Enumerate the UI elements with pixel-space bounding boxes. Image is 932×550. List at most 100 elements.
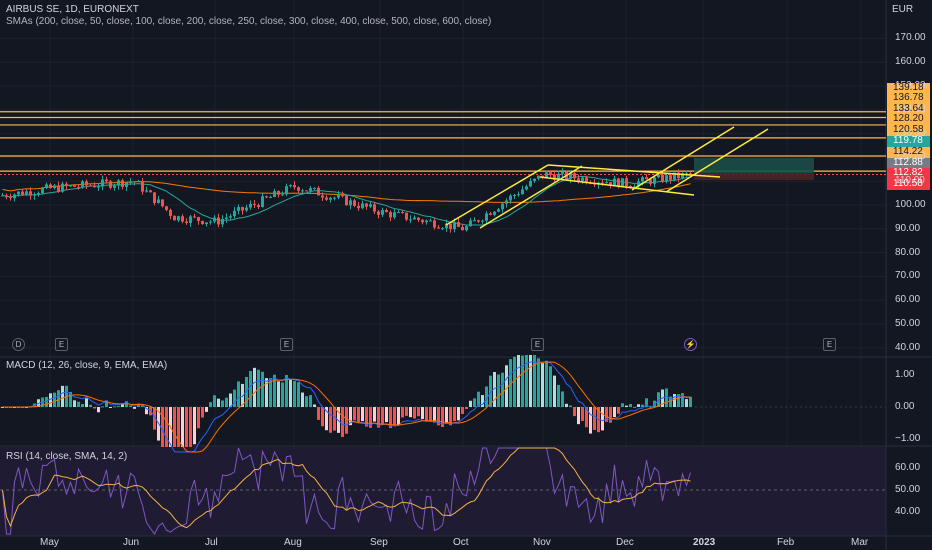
candle-body — [165, 206, 168, 210]
candle-body — [285, 186, 288, 195]
price-tag: 133.64 — [893, 103, 924, 114]
macd-bar — [85, 398, 88, 407]
earnings-badge-1[interactable]: E — [55, 338, 68, 351]
macd-bar — [289, 379, 292, 407]
macd-bar — [133, 407, 136, 409]
candle-body — [449, 223, 452, 230]
channel-line-lower-2 — [479, 165, 583, 229]
macd-bar — [353, 407, 356, 421]
macd-bar — [317, 407, 320, 420]
candle-body — [525, 186, 528, 190]
candle-body — [421, 219, 424, 223]
earnings-badge-2[interactable]: E — [280, 338, 293, 351]
flash-event-icon[interactable]: ⚡ — [684, 338, 697, 351]
position-stop-zone[interactable] — [694, 173, 814, 180]
candle-body — [157, 199, 160, 204]
macd-bar — [513, 356, 516, 407]
position-target-zone[interactable] — [694, 158, 814, 173]
price-tag-bg — [887, 125, 930, 136]
symbol-title[interactable]: AIRBUS SE, 1D, EURONEXT — [6, 4, 139, 15]
macd-bar — [509, 359, 512, 407]
candle-body — [549, 172, 552, 175]
candle-body — [433, 220, 436, 228]
candle-body — [465, 226, 468, 231]
macd-label[interactable]: MACD (12, 26, close, 9, EMA, EMA) — [6, 360, 168, 371]
price-tag-bg — [887, 114, 930, 125]
macd-bar — [73, 400, 76, 407]
macd-bar — [97, 407, 100, 413]
macd-bar — [213, 395, 216, 407]
candlestick-series — [1, 168, 692, 233]
candle-body — [333, 197, 336, 199]
candle-body — [153, 192, 156, 204]
macd-bar — [473, 398, 476, 407]
time-tick-label: Oct — [453, 537, 469, 548]
trend-channel-drawings[interactable] — [445, 126, 769, 229]
macd-bar — [237, 381, 240, 407]
candle-body — [537, 175, 540, 179]
candle-body — [417, 217, 420, 220]
macd-bar — [153, 407, 156, 430]
macd-bar — [469, 400, 472, 407]
macd-bar — [81, 403, 84, 407]
time-tick-label: Jun — [123, 537, 140, 548]
time-tick-label: 2023 — [693, 537, 716, 548]
price-tag-bg — [887, 83, 930, 94]
candle-body — [469, 220, 472, 227]
macd-bar — [253, 367, 256, 407]
price-tag: 110.58 — [893, 178, 923, 189]
macd-bar — [677, 394, 680, 407]
candle-body — [569, 173, 572, 180]
macd-bar — [669, 396, 672, 407]
candle-body — [613, 178, 616, 186]
sma-indicator-label[interactable]: SMAs (200, close, 50, close, 100, close,… — [6, 16, 492, 27]
macd-bar — [629, 403, 632, 407]
macd-bar — [221, 400, 224, 407]
time-tick-label: Mar — [851, 537, 869, 548]
candle-body — [409, 219, 412, 221]
candle-body — [453, 222, 456, 230]
candle-body — [149, 190, 152, 193]
candle-body — [213, 217, 216, 222]
macd-bar — [485, 386, 488, 407]
candle-body — [405, 212, 408, 220]
candle-body — [277, 191, 280, 195]
macd-bar — [385, 407, 388, 423]
candle-body — [293, 185, 296, 188]
time-tick-label: Aug — [284, 537, 302, 548]
macd-bar — [561, 391, 564, 407]
macd-tick-label: −1.00 — [895, 433, 921, 444]
earnings-badge-4[interactable]: E — [823, 338, 836, 351]
time-tick-label: Dec — [616, 537, 634, 548]
candle-body — [217, 217, 220, 225]
candle-body — [241, 207, 244, 211]
candle-body — [77, 186, 80, 188]
price-tick-label: 50.00 — [895, 318, 921, 329]
candle-body — [493, 211, 496, 215]
candle-body — [505, 200, 508, 204]
macd-bar — [341, 407, 344, 437]
candle-body — [21, 191, 24, 196]
macd-bar — [241, 383, 244, 407]
macd-bar — [645, 398, 648, 407]
earnings-badge-3[interactable]: E — [531, 338, 544, 351]
macd-bar — [417, 407, 420, 417]
macd-bar — [425, 407, 428, 422]
candle-body — [25, 191, 28, 196]
macd-bar — [117, 406, 120, 408]
candle-body — [229, 216, 232, 218]
candle-body — [125, 182, 128, 187]
candle-body — [177, 216, 180, 221]
macd-bar — [537, 358, 540, 407]
candle-body — [129, 181, 132, 183]
macd-bar — [429, 407, 432, 422]
dividend-badge[interactable]: D — [12, 338, 25, 351]
candle-body — [585, 177, 588, 183]
macd-bar — [301, 392, 304, 407]
macd-bar — [53, 392, 56, 407]
rsi-label[interactable]: RSI (14, close, SMA, 14, 2) — [6, 451, 128, 462]
time-tick-label: Jul — [205, 537, 218, 548]
candle-body — [649, 179, 652, 184]
price-tag: 114.22 — [893, 146, 923, 157]
